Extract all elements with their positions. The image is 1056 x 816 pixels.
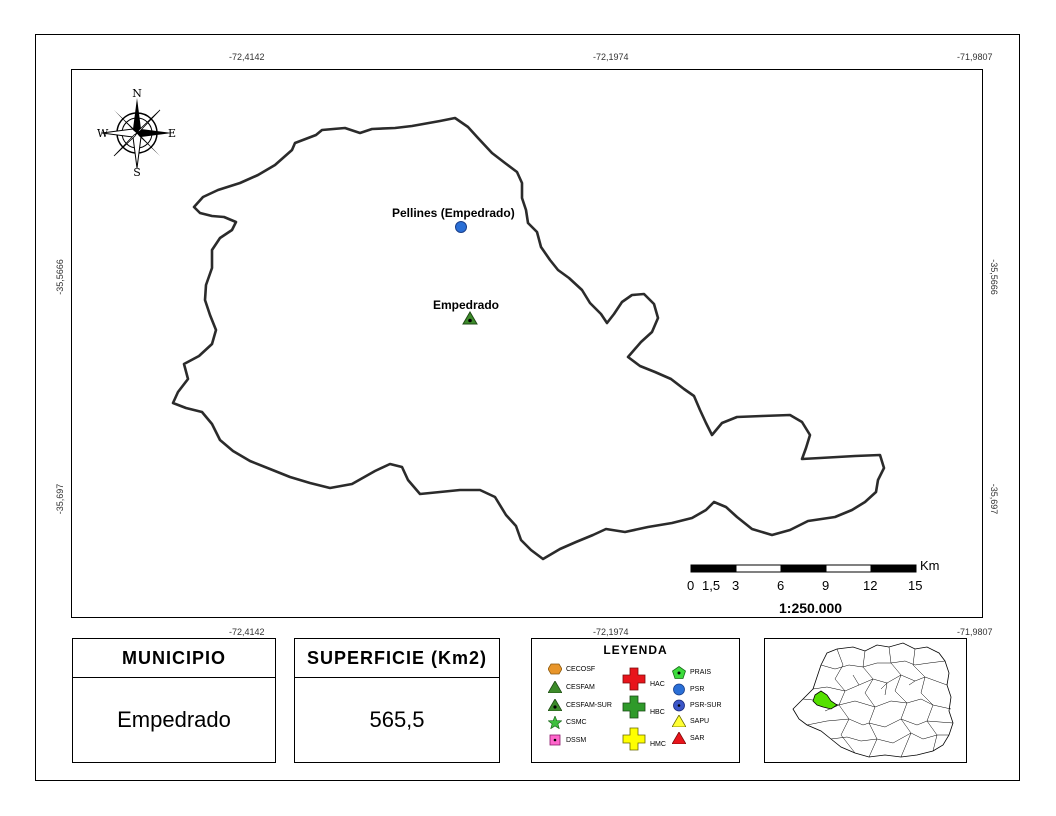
scale-tick-1: 1,5	[702, 578, 721, 593]
triangle-dot-icon	[548, 699, 562, 711]
commune-map	[171, 116, 886, 561]
empedrado-highlight	[812, 690, 838, 710]
compass-e: E	[168, 127, 176, 140]
legend-label: HBC	[650, 708, 665, 716]
red-cross-icon	[622, 667, 646, 691]
superficie-box: SUPERFICIE (Km2) 565,5	[294, 638, 500, 763]
compass-w: W	[97, 127, 109, 140]
legend-label: PSR	[690, 686, 705, 693]
superficie-value: 565,5	[369, 706, 425, 732]
legend-item-sapu: SAPU	[672, 715, 709, 727]
place-label-empedrado: Empedrado	[433, 298, 500, 312]
legend-label: PRAIS	[690, 669, 712, 676]
legend-item-dssm: DSSM	[548, 734, 586, 746]
legend-label: CESFAM-SUR	[566, 701, 612, 709]
legend-label: SAR	[690, 734, 705, 742]
coord-top-3: -71,9807	[957, 52, 993, 62]
psr-marker-icon[interactable]	[454, 220, 468, 234]
yellow-triangle-icon	[672, 715, 686, 727]
cesfam-sur-marker-icon[interactable]	[462, 311, 478, 325]
municipio-box: MUNICIPIO Empedrado	[72, 638, 276, 763]
legend-item-hac: HAC	[622, 667, 665, 691]
scale-tick-5: 12	[863, 578, 878, 593]
scale-tick-4: 9	[822, 578, 830, 593]
pentagon-icon	[672, 666, 686, 679]
legend-item-cesfam-sur: CESFAM-SUR	[548, 699, 612, 711]
region-outline	[792, 642, 954, 758]
blue-circle-icon	[673, 683, 685, 696]
commune-boundary	[171, 116, 886, 561]
legend-item-hmc: HMC	[622, 727, 666, 751]
legend-item-csmc: CSMC	[548, 716, 587, 729]
legend-label: HMC	[650, 740, 666, 748]
red-triangle-icon	[672, 732, 686, 744]
superficie-label: SUPERFICIE (Km2)	[295, 639, 499, 678]
legend-item-sar: SAR	[672, 732, 704, 744]
coord-right-2: -35,697	[989, 483, 999, 515]
star-icon	[548, 716, 562, 729]
legend-box: LEYENDA CECOSF CESFAM CESFAM-SUR CSMC DS…	[531, 638, 740, 763]
coord-top-1: -72,4142	[229, 52, 265, 62]
compass-n: N	[132, 88, 142, 100]
coord-left-2: -35,697	[55, 483, 65, 515]
blue-circle-dot-icon	[673, 699, 685, 712]
legend-item-psr: PSR	[672, 683, 704, 696]
hexagon-icon	[548, 663, 562, 675]
legend-label: HAC	[650, 680, 665, 688]
coord-bottom-3: -71,9807	[957, 627, 993, 637]
legend-label: PSR-SUR	[690, 702, 722, 709]
compass-s: S	[133, 166, 141, 178]
scale-ratio: 1:250.000	[779, 600, 843, 616]
coord-bottom-1: -72,4142	[229, 627, 265, 637]
municipio-label: MUNICIPIO	[73, 639, 275, 678]
coord-left-1: -35,5666	[55, 259, 65, 295]
triangle-icon	[548, 681, 562, 693]
map-frame	[71, 69, 983, 618]
legend-label: SAPU	[690, 717, 710, 725]
green-cross-icon	[622, 695, 646, 719]
yellow-cross-icon	[622, 727, 646, 751]
legend-item-cesfam: CESFAM	[548, 681, 595, 693]
coord-right-1: -35,5666	[989, 259, 999, 295]
legend-label: DSSM	[566, 736, 587, 744]
legend-item-psr-sur: PSR-SUR	[672, 699, 722, 712]
page-frame	[35, 34, 1020, 781]
scale-tick-2: 3	[732, 578, 740, 593]
scale-bar	[690, 564, 917, 573]
inset-region-map	[792, 642, 954, 758]
square-icon	[549, 734, 561, 746]
coord-top-2: -72,1974	[593, 52, 629, 62]
legend-item-hbc: HBC	[622, 695, 665, 719]
scale-tick-6: 15	[908, 578, 923, 593]
compass-rose-icon: N S W E	[97, 88, 176, 178]
legend-title: LEYENDA	[603, 643, 668, 657]
legend-label: CSMC	[566, 719, 587, 726]
place-label-pellines: Pellines (Empedrado)	[392, 206, 515, 220]
legend-label: CESFAM	[566, 683, 595, 691]
scale-tick-3: 6	[777, 578, 785, 593]
legend-label: CECOSF	[566, 665, 596, 673]
coord-bottom-2: -72,1974	[593, 627, 629, 637]
scale-tick-0: 0	[687, 578, 695, 593]
scale-unit: Km	[920, 558, 940, 573]
legend-item-prais: PRAIS	[672, 666, 711, 679]
municipio-value: Empedrado	[117, 706, 231, 732]
legend-item-cecosf: CECOSF	[548, 663, 595, 675]
inset-map-box	[764, 638, 967, 763]
